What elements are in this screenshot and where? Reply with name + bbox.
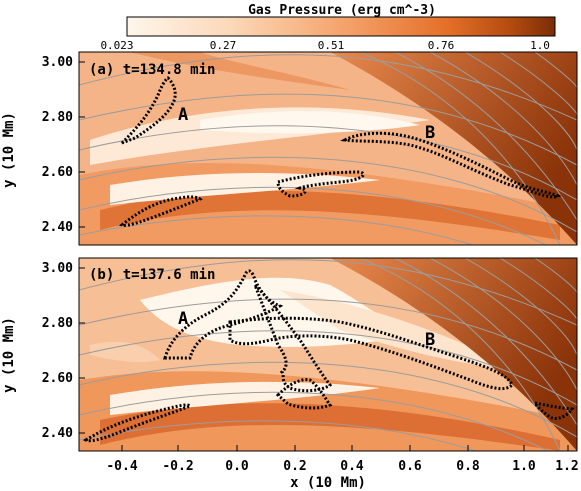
panel-a-heatmap: [79, 52, 577, 245]
panel-a: (a) t=134.8 min A B: [78, 51, 578, 246]
panel-a-label: (a) t=134.8 min: [89, 62, 215, 78]
x-axis-title: x (10 Mm): [290, 475, 366, 491]
x-tick-labels: -0.4 -0.2 0.0 0.2 0.4 0.6 0.8 1.0 1.2: [106, 459, 578, 474]
panel-b-ytick-3: 2.40: [42, 426, 73, 441]
panel-a-region-b: B: [425, 123, 435, 143]
panel-a-frame: [78, 51, 578, 246]
xtick-5: 0.6: [398, 459, 422, 474]
xtick-6: 0.8: [456, 459, 480, 474]
xtick-0: -0.4: [106, 459, 137, 474]
panel-a-yticks: [79, 61, 85, 228]
colorbar-ticks: 0.023 0.27 0.51 0.76 1.0: [100, 39, 550, 52]
colorbar-tick-0: 0.023: [100, 39, 133, 52]
panel-b-heatmap: [79, 258, 577, 451]
panel-a-ytick-3: 2.40: [42, 220, 73, 235]
panel-a-ytick-1: 2.80: [42, 110, 73, 125]
panel-b-frame: [78, 257, 578, 452]
panel-b-region-a: A: [178, 309, 188, 329]
xtick-1: -0.2: [162, 459, 193, 474]
panel-b-ytick-0: 3.00: [42, 261, 73, 276]
panel-b-xticks: [121, 445, 569, 451]
panel-b-ytick-1: 2.80: [42, 316, 73, 331]
panel-a-region-a: A: [178, 105, 188, 125]
panel-b-yticks: [79, 267, 85, 434]
panel-a-ytick-0: 3.00: [42, 55, 73, 70]
panel-b: (b) t=137.6 min A B: [78, 257, 578, 452]
panel-b-label: (b) t=137.6 min: [89, 267, 215, 283]
panel-a-ytick-2: 2.60: [42, 165, 73, 180]
panel-a-y-axis-title: y (10 Mm): [1, 112, 17, 188]
colorbar-tick-3: 0.76: [428, 39, 455, 52]
colorbar-tick-1: 0.27: [210, 39, 237, 52]
colorbar-tick-2: 0.51: [318, 39, 345, 52]
panel-b-contours: [82, 269, 575, 443]
y-tick-labels: 3.00 2.80 2.60 2.40 3.00 2.80 2.60 2.40: [42, 55, 73, 441]
panel-b-y-axis-title: y (10 Mm): [1, 317, 17, 393]
xtick-7: 1.0: [512, 459, 536, 474]
panel-b-region-b: B: [425, 330, 435, 350]
panel-a-contours: [118, 76, 562, 227]
colorbar-title: Gas Pressure (erg cm^-3): [248, 3, 436, 18]
colorbar: [126, 16, 556, 37]
xtick-4: 0.4: [340, 459, 364, 474]
xtick-3: 0.2: [283, 459, 306, 474]
xtick-8: 1.2: [555, 459, 578, 474]
xtick-2: 0.0: [225, 459, 249, 474]
panel-b-ytick-2: 2.60: [42, 371, 73, 386]
colorbar-tick-4: 1.0: [530, 39, 550, 52]
